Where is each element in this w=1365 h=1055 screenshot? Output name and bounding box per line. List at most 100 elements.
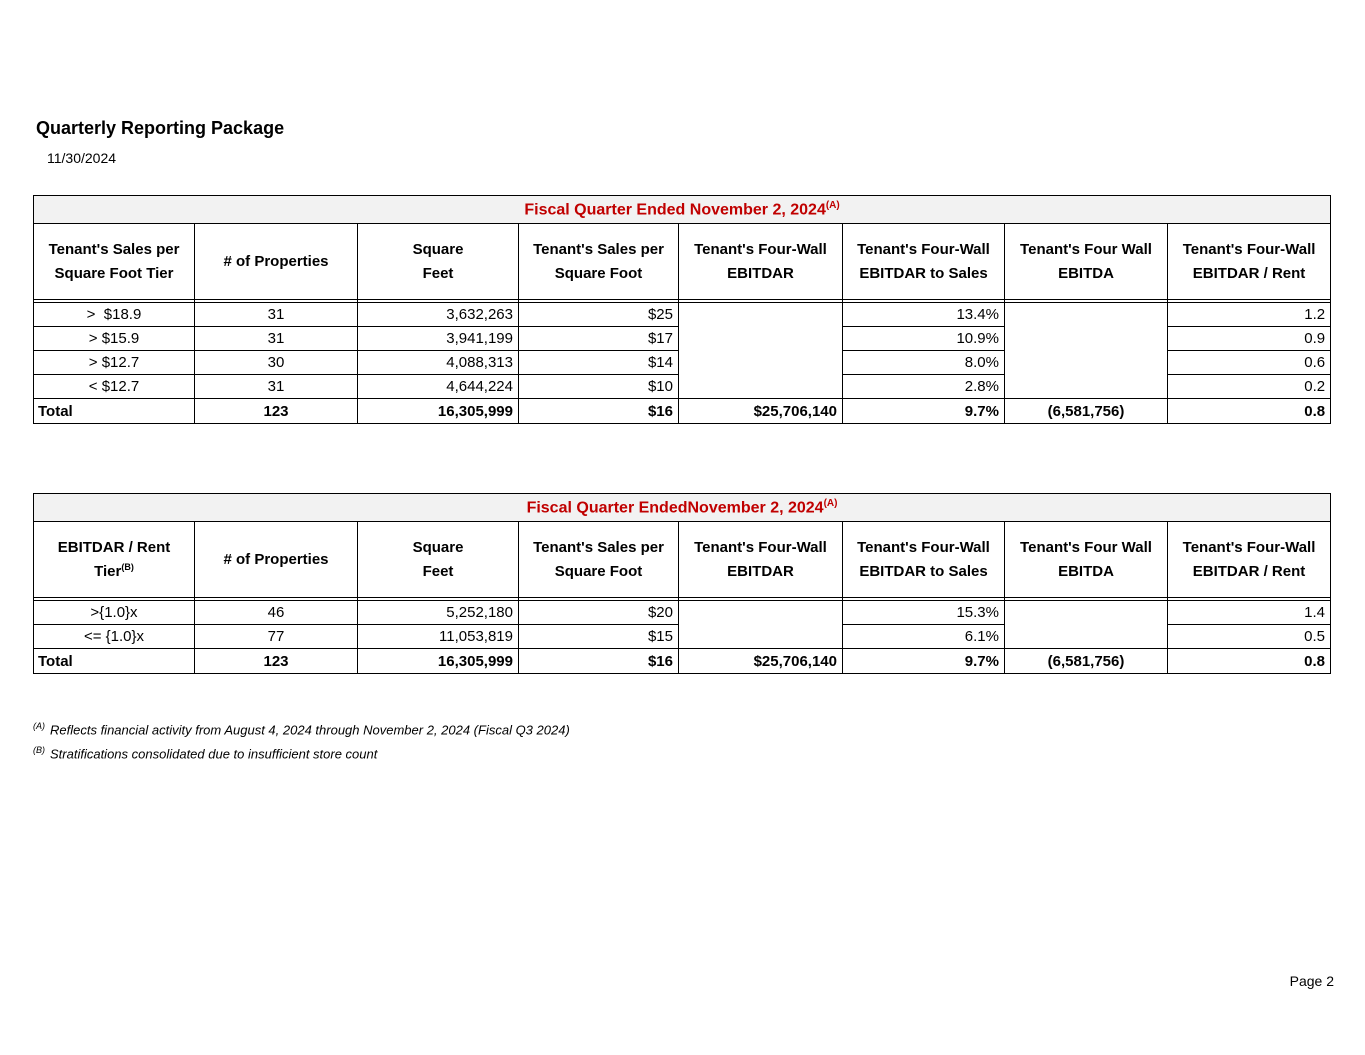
- footnote-a-ref: (A): [33, 721, 45, 731]
- ebitdar-to-sales-cell: 6.1%: [842, 624, 1005, 649]
- properties-cell: 30: [194, 350, 358, 375]
- total-sales-per-sqft-cell: $16: [518, 398, 679, 424]
- tier-cell: > $12.7: [33, 350, 195, 375]
- col-header-sales-per-sqft: Tenant's Sales per Square Foot: [518, 521, 679, 598]
- table1-title-footnote-ref: (A): [825, 199, 840, 211]
- footnote-a: (A) Reflects financial activity from Augu…: [33, 714, 570, 738]
- total-properties-cell: 123: [194, 648, 358, 674]
- footnotes: (A) Reflects financial activity from Augu…: [33, 714, 570, 762]
- total-square-feet-cell: 16,305,999: [357, 648, 519, 674]
- properties-cell: 31: [194, 374, 358, 399]
- col-header-ebitdar: Tenant's Four-Wall EBITDAR: [678, 223, 843, 300]
- col-header-ebitdar: Tenant's Four-Wall EBITDAR: [678, 521, 843, 598]
- table1-header-row: Tenant's Sales per Square Foot Tier # of…: [33, 223, 1332, 300]
- page-number: Page 2: [1289, 973, 1334, 989]
- square-feet-cell: 4,088,313: [357, 350, 519, 375]
- properties-cell: 31: [194, 326, 358, 351]
- col-header-square-feet: Square Feet: [357, 521, 519, 598]
- ebitdar-to-sales-cell: 10.9%: [842, 326, 1005, 351]
- tier-header-footnote-ref: (B): [121, 561, 134, 572]
- sales-per-sqft-cell: $17: [518, 326, 679, 351]
- table2-header-row: EBITDAR / Rent Tier(B) # of Properties S…: [33, 521, 1332, 598]
- ebitdar-rent-cell: 1.4: [1166, 600, 1332, 625]
- sales-per-sqft-cell: $14: [518, 350, 679, 375]
- tier-cell: > $15.9: [33, 326, 195, 351]
- table2-title: Fiscal Quarter EndedNovember 2, 2024(A): [32, 493, 1332, 522]
- col-header-ebitdar-rent: Tenant's Four-Wall EBITDAR / Rent: [1166, 521, 1332, 598]
- col-header-tier: Tenant's Sales per Square Foot Tier: [33, 223, 195, 300]
- ebitdar-rent-cell: 0.9: [1166, 326, 1332, 351]
- col-header-sales-per-sqft: Tenant's Sales per Square Foot: [518, 223, 679, 300]
- total-ebitdar-rent-cell: 0.8: [1166, 648, 1332, 674]
- ebitdar-rent-cell: 0.2: [1166, 374, 1332, 399]
- tier-cell: > $18.9: [33, 302, 195, 327]
- tier-header-text: EBITDAR / Rent Tier: [57, 539, 171, 580]
- total-properties-cell: 123: [194, 398, 358, 424]
- ebitdar-cell-empty: [678, 600, 843, 649]
- tier-cell: >{1.0}x: [33, 600, 195, 625]
- total-ebitdar-cell: $25,706,140: [678, 398, 843, 424]
- ebitdar-rent-cell: 0.5: [1166, 624, 1332, 649]
- ebitdar-to-sales-cell: 15.3%: [842, 600, 1005, 625]
- table-row: <= {1.0}x 77 11,053,819 $15 6.1% 0.5: [33, 624, 1332, 649]
- sales-per-sqft-cell: $25: [518, 302, 679, 327]
- col-header-ebitda: Tenant's Four Wall EBITDA: [1004, 521, 1168, 598]
- total-ebitdar-rent-cell: 0.8: [1166, 398, 1332, 424]
- footnote-b-text: Stratifications consolidated due to insu…: [50, 746, 378, 762]
- table2-title-footnote-ref: (A): [823, 497, 838, 509]
- total-square-feet-cell: 16,305,999: [357, 398, 519, 424]
- sales-per-sqft-tier-table: Fiscal Quarter Ended November 2, 2024(A)…: [32, 195, 1332, 424]
- total-ebitdar-to-sales-cell: 9.7%: [842, 648, 1005, 674]
- table-row: > $15.9 31 3,941,199 $17 10.9% 0.9: [33, 326, 1332, 351]
- square-feet-cell: 4,644,224: [357, 374, 519, 399]
- total-ebitdar-cell: $25,706,140: [678, 648, 843, 674]
- table1-title-text: Fiscal Quarter Ended November 2, 2024: [524, 201, 826, 219]
- footnote-b-ref: (B): [33, 745, 45, 755]
- sales-per-sqft-cell: $15: [518, 624, 679, 649]
- ebitda-cell-empty: [1004, 302, 1168, 399]
- report-date: 11/30/2024: [47, 150, 117, 166]
- sales-per-sqft-cell: $20: [518, 600, 679, 625]
- table-row: >{1.0}x 46 5,252,180 $20 15.3% 1.4: [33, 600, 1332, 649]
- footnote-b: (B) Stratifications consolidated due to i…: [33, 738, 570, 762]
- sales-per-sqft-cell: $10: [518, 374, 679, 399]
- ebitdar-rent-cell: 1.2: [1166, 302, 1332, 327]
- tier-cell: < $12.7: [33, 374, 195, 399]
- ebitdar-to-sales-cell: 13.4%: [842, 302, 1005, 327]
- ebitdar-cell-empty: [678, 302, 843, 399]
- ebitdar-rent-tier-table: Fiscal Quarter EndedNovember 2, 2024(A) …: [32, 493, 1332, 674]
- square-feet-cell: 11,053,819: [357, 624, 519, 649]
- table-row: > $18.9 31 3,632,263 $25 13.4% 1.2: [33, 302, 1332, 399]
- footnote-a-text: Reflects financial activity from August …: [50, 722, 570, 738]
- table2-title-text: Fiscal Quarter EndedNovember 2, 2024: [526, 499, 824, 517]
- ebitdar-to-sales-cell: 2.8%: [842, 374, 1005, 399]
- ebitdar-rent-cell: 0.6: [1166, 350, 1332, 375]
- total-label-cell: Total: [33, 398, 195, 424]
- table2-title-band: Fiscal Quarter EndedNovember 2, 2024(A): [32, 493, 1332, 522]
- properties-cell: 77: [194, 624, 358, 649]
- ebitda-cell-empty: [1004, 600, 1168, 649]
- ebitdar-to-sales-cell: 8.0%: [842, 350, 1005, 375]
- col-header-ebitdar-rent-tier: EBITDAR / Rent Tier(B): [33, 521, 195, 598]
- total-sales-per-sqft-cell: $16: [518, 648, 679, 674]
- tier-cell: <= {1.0}x: [33, 624, 195, 649]
- col-header-ebitdar-to-sales: Tenant's Four-Wall EBITDAR to Sales: [842, 521, 1005, 598]
- table1-title-band: Fiscal Quarter Ended November 2, 2024(A): [32, 195, 1332, 224]
- properties-cell: 31: [194, 302, 358, 327]
- col-header-square-feet: Square Feet: [357, 223, 519, 300]
- col-header-ebitdar-rent: Tenant's Four-Wall EBITDAR / Rent: [1166, 223, 1332, 300]
- square-feet-cell: 3,632,263: [357, 302, 519, 327]
- square-feet-cell: 5,252,180: [357, 600, 519, 625]
- col-header-ebitdar-to-sales: Tenant's Four-Wall EBITDAR to Sales: [842, 223, 1005, 300]
- total-label-cell: Total: [33, 648, 195, 674]
- col-header-ebitda: Tenant's Four Wall EBITDA: [1004, 223, 1168, 300]
- page-title: Quarterly Reporting Package: [36, 118, 285, 138]
- total-row: Total 123 16,305,999 $16 $25,706,140 9.7…: [33, 648, 1332, 674]
- total-ebitda-cell: (6,581,756): [1004, 648, 1168, 674]
- properties-cell: 46: [194, 600, 358, 625]
- col-header-properties: # of Properties: [194, 223, 358, 300]
- total-ebitdar-to-sales-cell: 9.7%: [842, 398, 1005, 424]
- col-header-properties: # of Properties: [194, 521, 358, 598]
- total-ebitda-cell: (6,581,756): [1004, 398, 1168, 424]
